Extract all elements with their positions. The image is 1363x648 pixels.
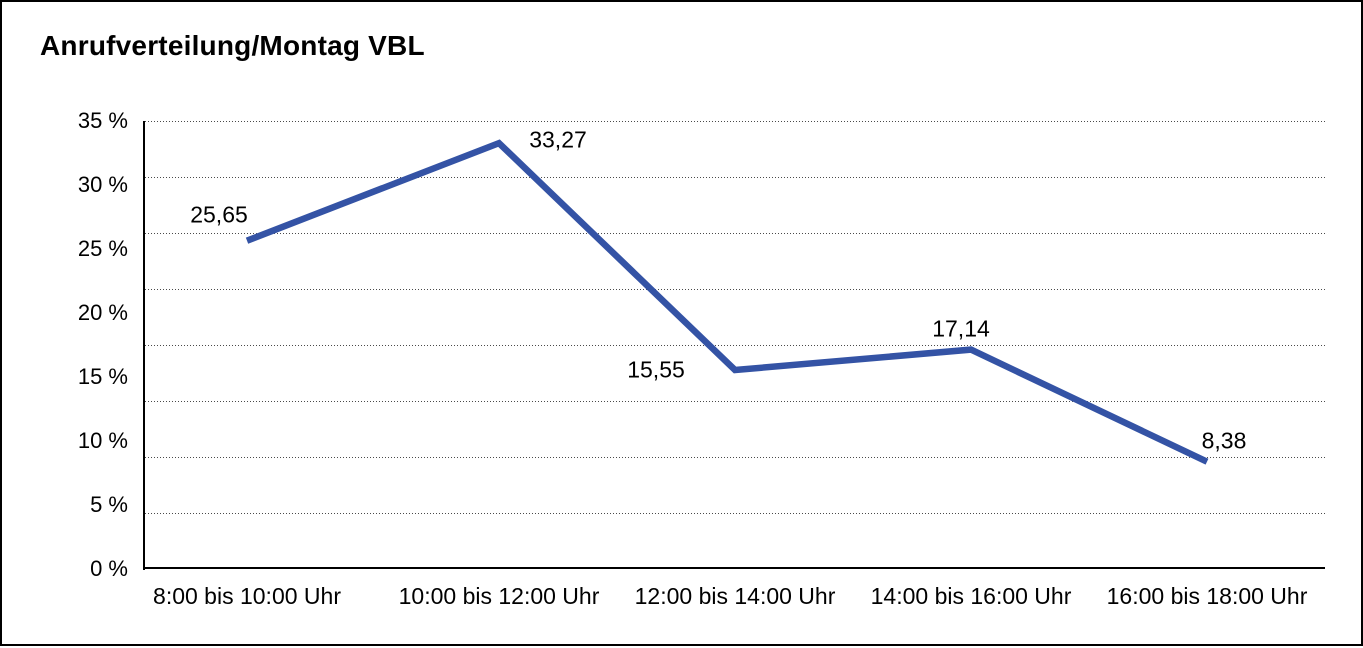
y-tick-label: 35 % bbox=[77, 108, 128, 133]
x-category-label: 12:00 bis 14:00 Uhr bbox=[634, 583, 836, 609]
y-tick-label: 25 % bbox=[77, 236, 128, 261]
x-category-label: 10:00 bis 12:00 Uhr bbox=[398, 583, 600, 609]
y-tick-label: 10 % bbox=[77, 428, 128, 453]
data-series-svg bbox=[245, 139, 1209, 465]
gridline bbox=[145, 345, 1325, 346]
data-point-label: 15,55 bbox=[627, 356, 685, 383]
data-point-label: 17,14 bbox=[932, 315, 990, 342]
y-tick-label: 30 % bbox=[77, 172, 128, 197]
gridline bbox=[145, 289, 1325, 290]
y-tick-label: 5 % bbox=[90, 492, 128, 517]
gridline bbox=[145, 177, 1325, 178]
x-category-label: 14:00 bis 16:00 Uhr bbox=[870, 583, 1072, 609]
gridline bbox=[145, 457, 1325, 458]
x-category-label: 8:00 bis 10:00 Uhr bbox=[153, 583, 341, 609]
y-axis-tick-labels: 35 % 30 % 25 % 20 % 15 % 10 % 5 % 0 % bbox=[2, 2, 128, 648]
gridline bbox=[145, 513, 1325, 514]
data-point-label: 8,38 bbox=[1201, 427, 1247, 454]
gridline bbox=[145, 401, 1325, 402]
data-point-label: 33,27 bbox=[529, 126, 587, 153]
data-point-label: 25,65 bbox=[190, 201, 248, 228]
gridline bbox=[145, 121, 1325, 122]
y-tick-label: 0 % bbox=[90, 556, 128, 581]
chart-title: Anrufverteilung/Montag VBL bbox=[40, 30, 425, 61]
y-axis-line bbox=[143, 121, 145, 570]
data-series-line bbox=[245, 139, 1209, 465]
y-tick-label: 20 % bbox=[77, 300, 128, 325]
plot-area bbox=[143, 121, 1325, 570]
gridline bbox=[145, 233, 1325, 234]
y-tick-label: 15 % bbox=[77, 364, 128, 389]
x-category-label: 16:00 bis 18:00 Uhr bbox=[1106, 583, 1308, 609]
x-axis-line bbox=[145, 567, 1325, 569]
